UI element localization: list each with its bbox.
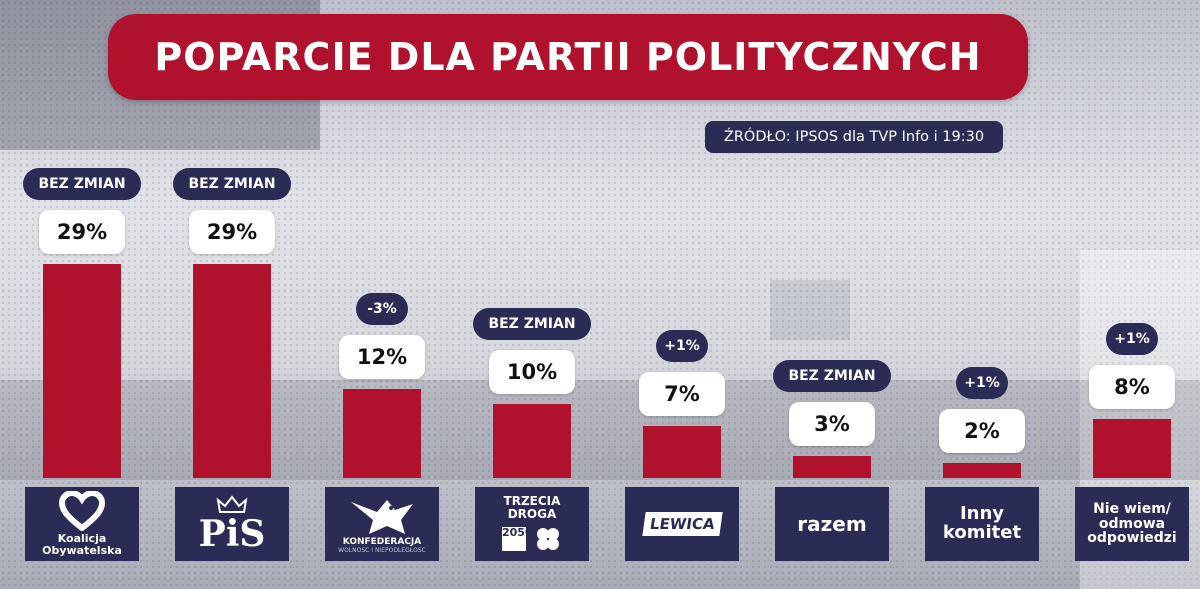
change-label: +1% [656,330,708,363]
clover-icon [537,527,559,550]
logo-inny-line2: komitet [942,522,1022,543]
logo-inny-line1: Inny [959,503,1005,525]
logo-td-line2: DROGA [507,507,557,521]
bar [493,404,571,478]
logo-td-number: 2050 [502,526,533,551]
value-label: 29% [39,209,125,254]
change-label: +1% [956,367,1008,400]
value-label: 29% [189,209,275,254]
value-label: 12% [339,335,425,380]
logo-trzecia-droga: TRZECIA DROGA 2050 [475,487,589,561]
title-banner: POPARCIE DLA PARTII POLITYCZNYCH [108,14,1028,100]
bar [193,263,271,478]
logo-koalicja-obywatelska: Koalicja Obywatelska [25,487,139,561]
logo-td-row: 2050 [502,525,562,553]
bar [643,426,721,478]
logo-konfederacja: KONFEDERACJA WOLNOŚĆ I NIEPODLEGŁOŚĆ [325,487,439,561]
bar [43,263,121,478]
logo-konf-sub: WOLNOŚĆ I NIEPODLEGŁOŚĆ [338,547,426,555]
bar [793,455,871,478]
value-label: 7% [639,372,725,417]
background-shape [770,280,850,340]
logo-razem: razem [775,487,889,561]
source-label: ŹRÓDŁO: IPSOS dla TVP Info i 19:30 [705,121,1003,153]
logo-konf-text: KONFEDERACJA [342,536,422,547]
bar [343,389,421,478]
bar [1093,418,1171,478]
bar [943,463,1021,478]
crown-eagle-icon [216,495,248,514]
logo-niewiem-line3: odpowiedzi [1087,530,1177,547]
change-label: BEZ ZMIAN [23,167,141,200]
change-label: BEZ ZMIAN [173,167,291,200]
logo-lewica-text: LEWICA [642,512,722,536]
value-label: 3% [789,401,875,446]
value-label: 2% [939,409,1025,454]
eagle-icon [351,499,413,534]
logo-niewiem-line1: Nie wiem/ [1093,500,1171,517]
logo-ko-line2: Obywatelska [42,544,122,557]
change-label: BEZ ZMIAN [773,359,891,392]
logo-ko-line1: Koalicja [57,532,107,546]
logo-razem-text: razem [797,511,867,536]
chart-title: POPARCIE DLA PARTII POLITYCZNYCH [154,35,982,79]
logo-inny-komitet: Inny komitet [925,487,1039,561]
logo-lewica: LEWICA [625,487,739,561]
change-label: BEZ ZMIAN [473,308,591,341]
logo-pis-text: PiS [198,513,266,556]
value-label: 10% [489,350,575,395]
logo-td-line1: TRZECIA [503,494,561,509]
value-label: 8% [1089,364,1175,409]
logo-pis: PiS [175,487,289,561]
change-label: -3% [356,293,408,326]
logo-niewiem-line2: odmowa [1098,515,1166,532]
logo-nie-wiem: Nie wiem/ odmowa odpowiedzi [1075,487,1189,561]
change-label: +1% [1106,322,1158,355]
heart-icon [59,491,105,532]
